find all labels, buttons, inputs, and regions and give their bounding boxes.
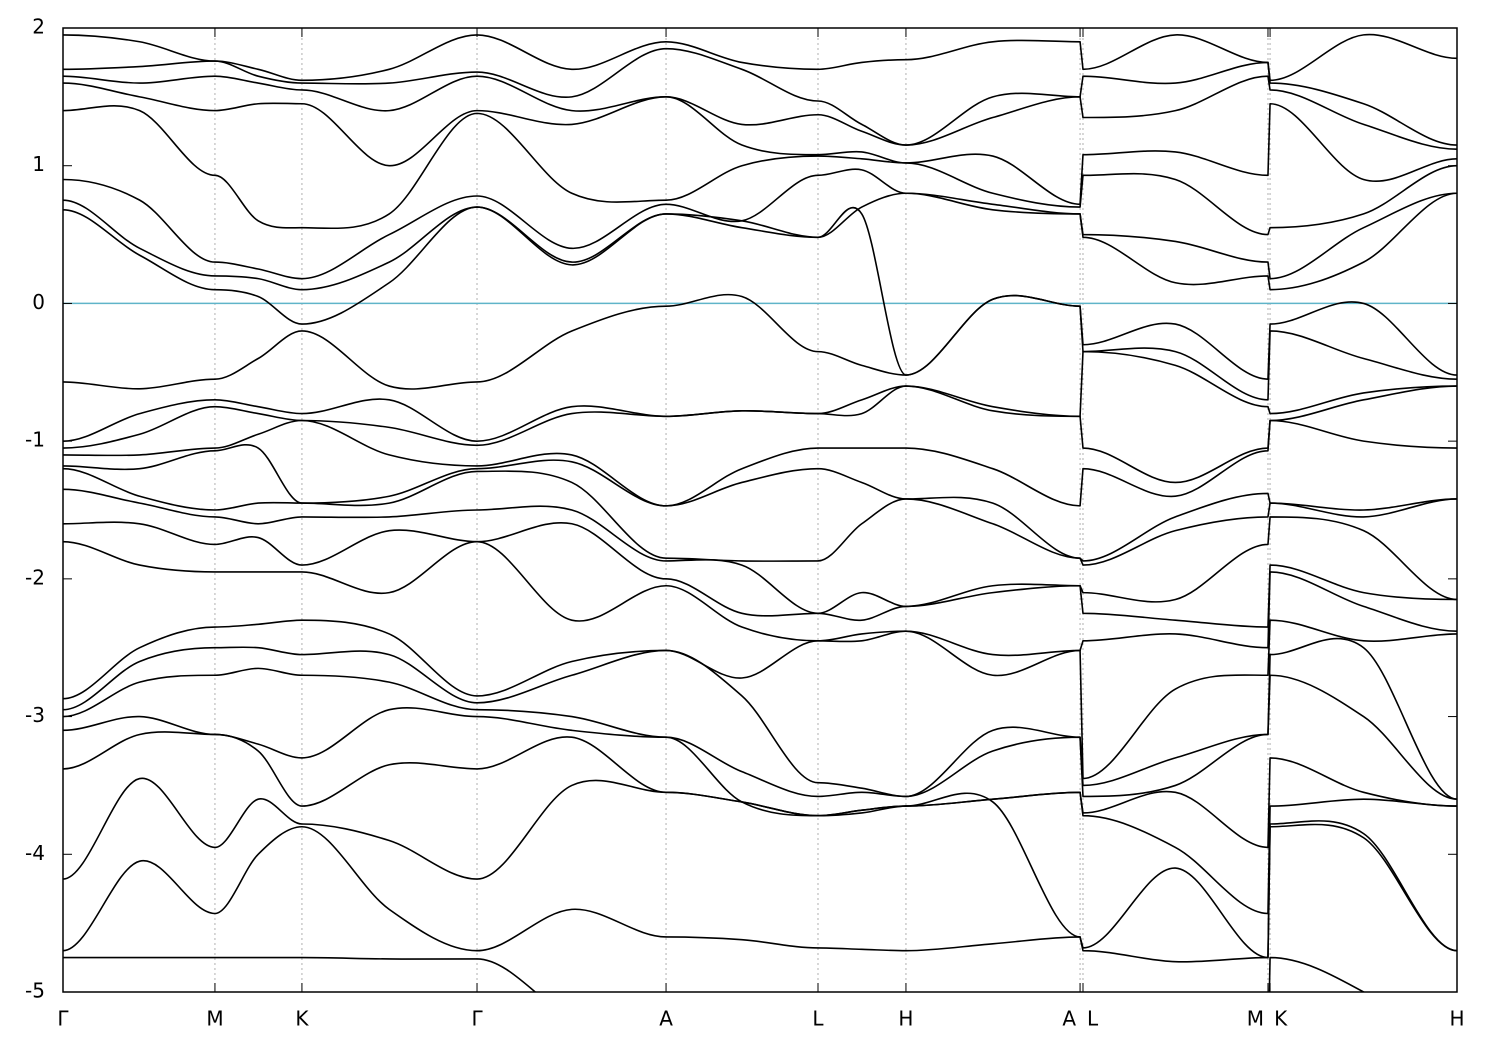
x-tick-label: L <box>1087 1007 1099 1031</box>
x-tick-label: Γ <box>471 1007 483 1031</box>
band-line <box>63 521 1457 628</box>
grid <box>214 28 1271 992</box>
band-line <box>63 777 1457 959</box>
plot-frame <box>62 27 1458 993</box>
y-tick-label: 1 <box>32 152 45 176</box>
x-tick-label: K <box>1274 1007 1288 1031</box>
axes: 210-1-2-3-4-5Γ M K Γ A L H A L M K H <box>25 15 1464 1031</box>
y-tick-label: -3 <box>25 703 45 727</box>
band-line <box>63 47 1457 146</box>
band-line <box>63 540 1457 657</box>
y-tick-label: 0 <box>32 290 45 314</box>
band-line <box>63 419 1457 507</box>
x-tick-label: L <box>812 1007 824 1031</box>
band-line <box>63 444 1457 562</box>
bands <box>63 33 1457 992</box>
band-line <box>63 467 1457 566</box>
x-tick-label: A <box>659 1007 673 1031</box>
x-tick-label: H <box>1449 1007 1464 1031</box>
band-line <box>63 75 1457 150</box>
x-tick-label: M <box>206 1007 223 1031</box>
y-tick-label: -4 <box>25 841 45 865</box>
band-line <box>63 706 1457 849</box>
band-line <box>63 619 1457 780</box>
y-tick-label: -2 <box>25 565 45 589</box>
band-line <box>63 206 1457 380</box>
band-line <box>63 637 1457 800</box>
band-line <box>63 105 1457 236</box>
x-tick-label: Γ <box>57 1007 69 1031</box>
y-tick-label: -5 <box>25 979 45 1003</box>
band-line <box>63 385 1457 484</box>
band-line <box>63 33 1457 82</box>
x-tick-label: K <box>295 1007 309 1031</box>
y-tick-label: -1 <box>25 428 45 452</box>
x-tick-label: H <box>898 1007 913 1031</box>
band-line <box>63 293 1457 401</box>
band-line <box>63 956 1366 992</box>
x-tick-label: A <box>1062 1007 1076 1031</box>
band-line <box>63 823 1457 963</box>
band-line <box>63 82 1457 206</box>
band-line <box>63 488 1457 615</box>
band-line <box>63 667 1457 800</box>
band-line <box>63 192 1457 291</box>
y-tick-label: 2 <box>32 15 45 39</box>
x-tick-label: M <box>1247 1007 1264 1031</box>
